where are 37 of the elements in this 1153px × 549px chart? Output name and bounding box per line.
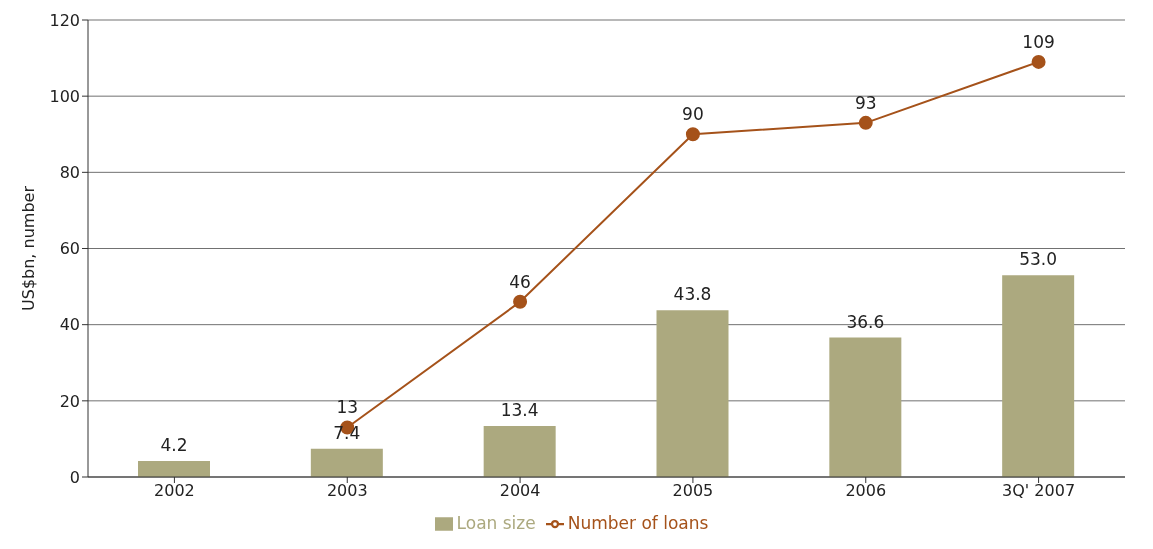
point <box>1031 54 1046 69</box>
data-label: 36.6 <box>846 311 885 332</box>
x-tick-label: 2002 <box>154 481 195 501</box>
data-label: 43.8 <box>673 284 712 305</box>
y-tick-label: 60 <box>59 239 80 259</box>
bar <box>138 461 210 477</box>
data-label: 53.0 <box>1019 249 1058 270</box>
x-tick-label: 3Q' 2007 <box>1002 481 1076 501</box>
point <box>858 115 873 130</box>
y-tick-label: 80 <box>59 163 80 183</box>
data-label: 93 <box>854 92 877 113</box>
legend-label: Number of loans <box>567 513 709 533</box>
data-label: 13 <box>336 397 359 418</box>
data-label: 90 <box>682 104 704 125</box>
y-axis-title: US$bn, number <box>18 185 38 311</box>
bar <box>483 425 556 477</box>
legend-label: Loan size <box>456 513 536 533</box>
data-label: 13.4 <box>500 399 539 420</box>
point <box>513 294 528 309</box>
point <box>685 127 700 142</box>
y-tick-label: 20 <box>59 391 80 411</box>
y-tick-label: 40 <box>59 315 80 335</box>
data-label: 7.4 <box>333 422 361 443</box>
x-tick-label: 2004 <box>499 481 541 501</box>
data-label: 109 <box>1022 31 1055 52</box>
x-tick-label: 2006 <box>845 481 887 501</box>
data-label: 4.2 <box>160 435 188 456</box>
y-tick-label: 100 <box>49 86 80 106</box>
bar <box>829 337 902 477</box>
y-tick-label: 0 <box>69 467 80 487</box>
bar <box>1002 275 1075 477</box>
bar <box>310 448 383 477</box>
x-tick-label: 2003 <box>326 481 368 501</box>
data-label: 46 <box>509 271 531 292</box>
bar <box>656 310 729 477</box>
y-tick-label: 120 <box>49 10 80 30</box>
x-tick-label: 2005 <box>672 481 714 501</box>
